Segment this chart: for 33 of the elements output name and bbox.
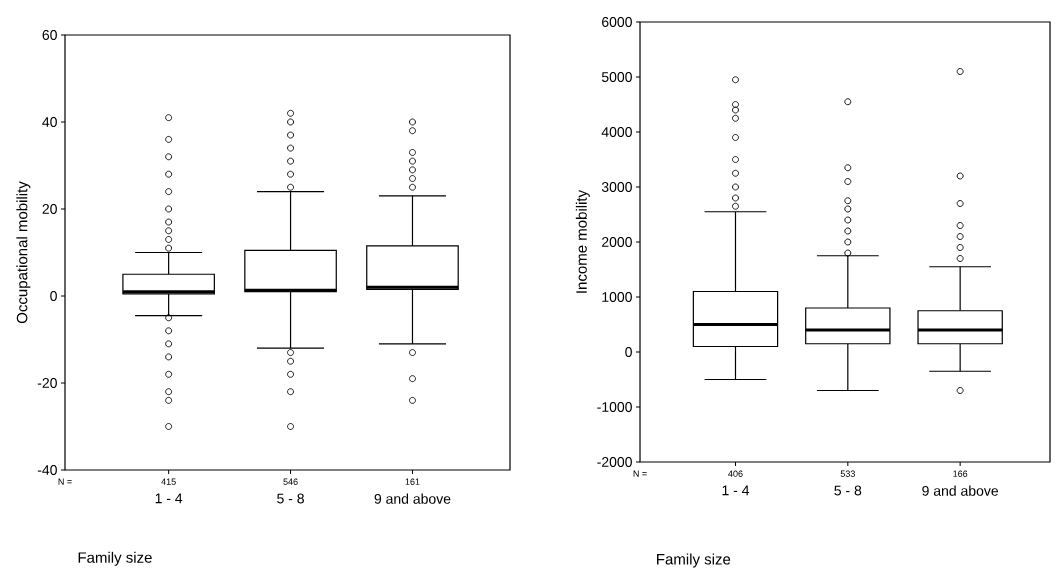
text: N = <box>58 478 72 485</box>
y-tick-label: 2000 <box>602 237 632 247</box>
y-tick-label: 4000 <box>601 127 632 137</box>
text: 161 <box>405 478 420 485</box>
text: N = <box>633 470 647 477</box>
x-tick-label: 9 and above <box>374 493 451 504</box>
x-axis-title: Family size <box>657 553 731 568</box>
text: 546 <box>283 478 298 485</box>
y-tick-label: 5000 <box>601 72 632 82</box>
y-axis-title: Income mobility <box>575 189 590 293</box>
y-tick-label: 6000 <box>602 17 632 27</box>
y-tick-label: 60 <box>42 30 57 40</box>
y-axis-title: Occupational mobility <box>16 181 31 324</box>
y-tick-label: 3000 <box>601 182 632 192</box>
x-tick-label: 5 - 8 <box>277 493 304 504</box>
x-tick-label: 1 - 4 <box>155 493 183 504</box>
y-tick-label: -2000 <box>597 457 632 467</box>
text: 166 <box>953 470 968 477</box>
y-tick-label: 40 <box>42 117 57 127</box>
y-tick-label: 1000 <box>602 292 632 302</box>
x-tick-label: 1 - 4 <box>722 485 750 496</box>
x-tick-label: 9 and above <box>922 485 999 496</box>
y-tick-label: 20 <box>42 204 57 214</box>
y-tick-label: -40 <box>37 465 57 475</box>
text: 406 <box>728 470 743 477</box>
x-tick-label: 5 - 8 <box>834 485 862 496</box>
text: 415 <box>161 478 176 485</box>
y-tick-label: -1000 <box>597 402 632 412</box>
y-tick-label: 0 <box>625 347 632 357</box>
text: 533 <box>840 470 855 477</box>
y-tick-label: 0 <box>50 291 57 301</box>
x-axis-title: Family size <box>78 551 152 566</box>
y-tick-label: -20 <box>37 378 57 388</box>
